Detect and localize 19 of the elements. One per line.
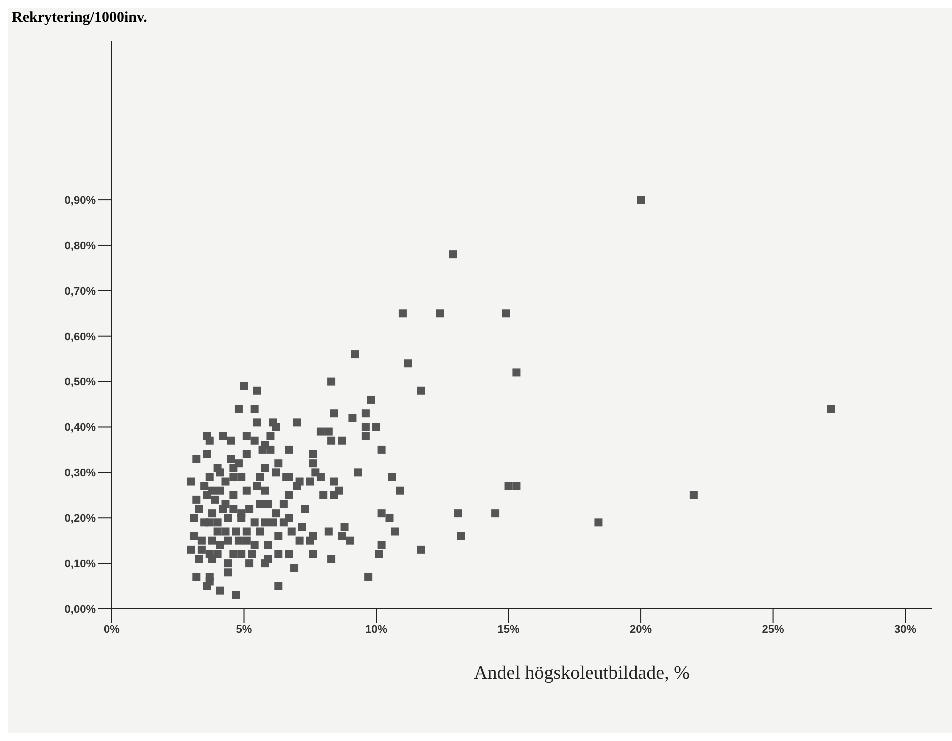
x-tick-label: 10% — [366, 624, 388, 636]
y-tick-label: 0,30% — [64, 468, 96, 480]
x-tick-label: 30% — [894, 624, 917, 636]
y-tick-label: 0,90% — [64, 194, 96, 207]
x-tick-label: 15% — [498, 624, 520, 636]
y-tick-label: 0,50% — [64, 376, 96, 389]
y-tick-label: 0,60% — [64, 331, 96, 344]
y-tick-label: 0,00% — [64, 604, 96, 616]
y-tick-label: 0,40% — [64, 422, 96, 434]
x-tick-label: 25% — [762, 624, 785, 636]
chart-title: Rekrytering/1000inv. — [12, 10, 148, 27]
x-tick-label: 0% — [104, 624, 120, 636]
y-tick-label: 0,10% — [64, 558, 96, 570]
y-tick-label: 0,70% — [64, 286, 96, 298]
y-tick-label: 0,80% — [64, 240, 96, 252]
x-tick-label: 20% — [630, 624, 652, 636]
x-tick-label: 5% — [236, 624, 252, 636]
y-tick-label: 0,20% — [64, 513, 96, 526]
x-axis-title: Andel högskoleutbildade, % — [474, 663, 690, 684]
